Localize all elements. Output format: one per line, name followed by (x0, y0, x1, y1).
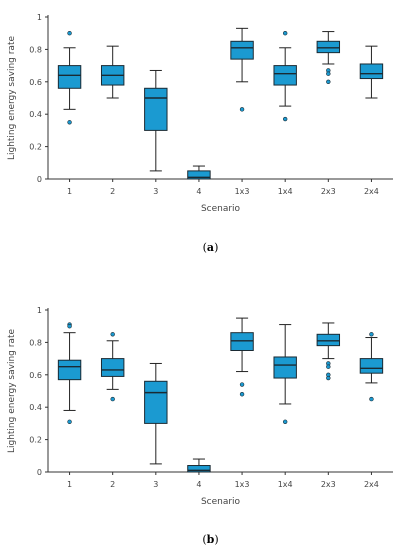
y-tick-label: 0.2 (29, 143, 42, 152)
box-iqr (273, 356, 297, 379)
box-1 (57, 31, 82, 125)
box-2 (100, 332, 125, 402)
box-2x3 (316, 322, 341, 381)
outlier-point (67, 120, 72, 125)
figure-caption: (a) (203, 241, 219, 254)
box-iqr (359, 358, 384, 374)
box-1x3 (230, 317, 254, 397)
y-tick-label: 0.4 (29, 403, 42, 412)
x-tick-label: 4 (196, 187, 201, 196)
x-axis-title: Scenario (201, 204, 241, 214)
box-iqr (187, 170, 211, 180)
x-tick-label: 1x3 (235, 480, 250, 489)
outlier-point (239, 382, 245, 387)
box-1x4 (273, 324, 297, 424)
box-iqr (359, 63, 384, 80)
box-iqr (57, 359, 82, 381)
box-3 (144, 362, 168, 465)
y-tick-label: 0.6 (29, 371, 42, 380)
y-axis-title: Lighting energy saving rate (7, 36, 17, 161)
y-tick-label: 0.8 (29, 338, 42, 347)
box-2x4 (359, 45, 384, 99)
outlier-point (326, 79, 331, 85)
x-tick-label: 2x4 (364, 187, 379, 196)
box-2x3 (316, 31, 341, 85)
y-tick-label: 0.4 (29, 110, 42, 119)
x-tick-label: 1x3 (235, 187, 250, 196)
box-iqr (316, 333, 341, 347)
box-4 (187, 165, 211, 180)
x-tick-label: 1 (67, 480, 72, 489)
y-tick-label: 1 (37, 306, 42, 315)
outlier-point (326, 364, 331, 369)
box-3 (144, 69, 168, 172)
box-iqr (57, 65, 82, 89)
x-tick-label: 2 (110, 187, 115, 196)
caption-close-paren: ) (214, 241, 218, 254)
y-axis-title: Lighting energy saving rate (7, 329, 17, 454)
caption-close-paren: ) (214, 533, 218, 546)
x-tick-label: 1x4 (278, 187, 293, 196)
x-tick-label: 2x3 (321, 480, 336, 489)
box-iqr (230, 332, 254, 351)
outlier-point (369, 332, 374, 337)
box-1x4 (273, 31, 297, 122)
box-iqr (316, 40, 341, 54)
outlier-point (110, 332, 115, 337)
x-tick-label: 2x4 (364, 480, 379, 489)
box-iqr (144, 87, 168, 131)
x-tick-label: 2 (110, 480, 115, 489)
outlier-point (369, 396, 374, 402)
box-iqr (230, 40, 254, 60)
chart-panel-a: 0 0.2 0.4 0.6 0.8 1 1 2 3 4 1x3 1x4 2x3 2x4 Scenario Li… (7, 13, 393, 254)
y-tick-label: 0.6 (29, 78, 42, 87)
outlier-point (282, 419, 288, 424)
outlier-point (239, 392, 245, 397)
caption-letter: b (207, 533, 215, 546)
box-iqr (100, 358, 125, 377)
y-tick-label: 0.8 (29, 45, 42, 54)
box-iqr (187, 465, 211, 473)
caption-open-paren: ( (202, 533, 206, 546)
outlier-point (326, 71, 331, 76)
y-tick-label: 1 (37, 13, 42, 22)
x-tick-label: 1 (67, 187, 72, 196)
caption-letter: a (207, 241, 214, 254)
box-1 (57, 322, 82, 424)
outlier-point (110, 396, 115, 402)
box-1x3 (230, 27, 254, 112)
outlier-point (282, 116, 288, 122)
caption-open-paren: ( (203, 241, 207, 254)
outlier-point (67, 31, 72, 36)
box-4 (187, 458, 211, 473)
outlier-point (67, 419, 72, 424)
box-2x4 (359, 332, 384, 402)
y-tick-label: 0 (37, 468, 42, 477)
x-tick-label: 3 (153, 187, 158, 196)
x-axis-title: Scenario (201, 497, 241, 507)
outlier-point (282, 31, 288, 36)
outlier-point (239, 107, 245, 112)
box-2 (100, 45, 125, 99)
x-tick-label: 2x3 (321, 187, 336, 196)
figure-caption: (b) (202, 533, 218, 546)
box-iqr (273, 65, 297, 86)
y-tick-label: 0 (37, 175, 42, 184)
chart-panel-b: 0 0.2 0.4 0.6 0.8 1 1 2 3 4 1x3 1x4 2x3 2x4 Scenario Li… (7, 306, 393, 546)
outlier-point (326, 375, 331, 381)
x-tick-label: 1x4 (278, 480, 293, 489)
y-tick-label: 0.2 (29, 436, 42, 445)
outlier-point (67, 324, 72, 329)
x-tick-label: 3 (153, 480, 158, 489)
x-tick-label: 4 (196, 480, 201, 489)
box-iqr (144, 380, 168, 424)
